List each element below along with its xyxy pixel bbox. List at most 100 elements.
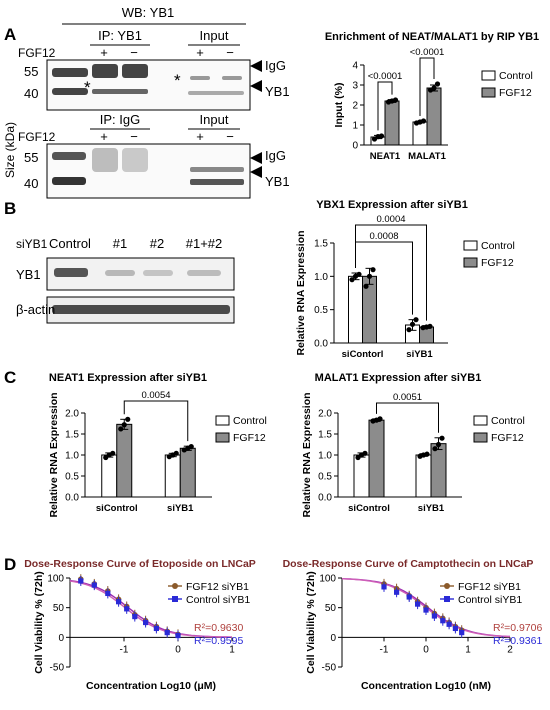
bar: [426, 87, 442, 146]
legend-swatch: [481, 70, 496, 81]
x-tick-label: 0: [423, 644, 429, 655]
data-point: [366, 273, 373, 279]
band: [52, 305, 230, 314]
y-axis-label: Cell Viability % (72h): [305, 571, 317, 674]
data-point: [413, 317, 419, 323]
data-point: [415, 601, 421, 607]
bar: [116, 423, 133, 498]
bar: [353, 454, 370, 498]
band: [222, 76, 242, 80]
data-point: [431, 613, 437, 619]
significance-bracket: [123, 400, 189, 442]
data-point: [406, 594, 412, 600]
input-label-bottom: Input: [200, 112, 229, 127]
legend-swatch: [463, 240, 478, 251]
data-point: [378, 133, 385, 139]
blot-b: siYB1 Control #1 #2 #1+#2 YB1 β-actin: [16, 236, 235, 324]
data-point: [409, 321, 416, 327]
data-point: [377, 416, 383, 422]
x-axis-label: Concentration Log10 (nM): [361, 680, 491, 692]
legend-label: FGF12 siYB1: [458, 581, 521, 593]
y-axis-label: Input (%): [333, 83, 345, 128]
data-point: [105, 590, 111, 597]
data-point: [381, 584, 387, 590]
y-tick-label: 1.0: [318, 451, 332, 462]
legend-label: Control siYB1: [186, 594, 250, 606]
data-point: [91, 582, 97, 588]
data-point: [440, 618, 446, 624]
r-squared-label: R²=0.9706: [493, 622, 542, 634]
data-point: [423, 607, 429, 613]
bar: [430, 443, 447, 498]
fgf12-label-bottom: FGF12: [18, 130, 56, 144]
significance-bracket: [377, 81, 393, 131]
chart-camptothecin: Dose-Response Curve of Camptothecin on L…: [283, 558, 543, 692]
bar: [384, 100, 400, 146]
arrow-igg-bottom: [250, 152, 262, 164]
y-tick-label: 1.5: [318, 430, 332, 441]
band: [187, 270, 221, 276]
data-point: [143, 619, 149, 626]
y-tick-label: 0: [352, 141, 358, 152]
band: [188, 91, 244, 95]
y-tick-label: 3: [352, 81, 358, 92]
data-point: [434, 81, 441, 87]
x-tick-label: NEAT1: [370, 151, 401, 162]
p-value-label: 0.0004: [376, 214, 405, 225]
data-point: [394, 589, 400, 595]
chart-ybx1: YBX1 Expression after siYB1 0.0 0.5 1.0 1.5 R…: [295, 199, 515, 360]
chart-title: Dose-Response Curve of Etoposide on LNCa…: [24, 558, 256, 570]
data-point: [362, 450, 368, 456]
band: [52, 177, 86, 185]
r-squared-label: R²=0.9595: [194, 635, 243, 647]
size-axis-label: Size (kDa): [3, 122, 17, 178]
r-squared-label: R²=0.9630: [194, 622, 243, 634]
fgf12-label-top: FGF12: [18, 46, 56, 60]
legend-swatch: [215, 415, 230, 426]
band: [190, 167, 244, 172]
input-label-top: Input: [200, 28, 229, 43]
data-point: [110, 450, 116, 456]
y-tick-label: 50: [325, 603, 337, 614]
band: [92, 89, 148, 94]
bar: [368, 419, 385, 498]
p-value-label: 0.0051: [393, 392, 422, 403]
label-igg-top: IgG: [265, 58, 286, 73]
data-point: [439, 435, 445, 441]
legend-swatch: [463, 257, 478, 268]
label-yb1-top: YB1: [265, 84, 290, 99]
y-tick-label: 0.0: [318, 493, 332, 504]
ip-igg-label: IP: IgG: [100, 112, 140, 127]
band: [122, 148, 148, 172]
legend-marker: [172, 596, 178, 602]
data-point: [459, 629, 465, 636]
data-point: [356, 271, 362, 277]
legend-label: Control: [481, 240, 515, 252]
bar: [164, 454, 181, 498]
y-tick-label: 0.0: [314, 339, 328, 350]
legend-label: FGF12: [233, 432, 266, 444]
y-tick-label: -50: [322, 663, 337, 674]
x-tick-label: -1: [380, 644, 389, 655]
band: [190, 76, 210, 80]
y-tick-label: 0.5: [318, 472, 332, 483]
y-tick-label: 1.0: [314, 272, 328, 283]
x-tick-label: MALAT1: [408, 151, 447, 162]
asterisk: *: [174, 71, 181, 90]
y-tick-label: 0: [330, 633, 336, 644]
data-point: [175, 632, 181, 639]
wb-title: WB: YB1: [122, 5, 175, 20]
data-point: [173, 450, 179, 456]
y-tick-label: 1.0: [65, 451, 79, 462]
band: [92, 64, 118, 78]
legend-swatch: [215, 432, 230, 443]
x-tick-label: siControl: [96, 503, 138, 514]
chart-title: Dose-Response Curve of Camptothecin on L…: [283, 558, 534, 570]
mw-40-bottom: 40: [24, 176, 38, 191]
y-axis-label: Cell Viability % (72h): [33, 571, 45, 674]
y-tick-label: 100: [319, 574, 336, 585]
x-tick-label: siYB1: [418, 503, 445, 514]
data-point: [420, 118, 427, 124]
bar: [179, 447, 196, 498]
